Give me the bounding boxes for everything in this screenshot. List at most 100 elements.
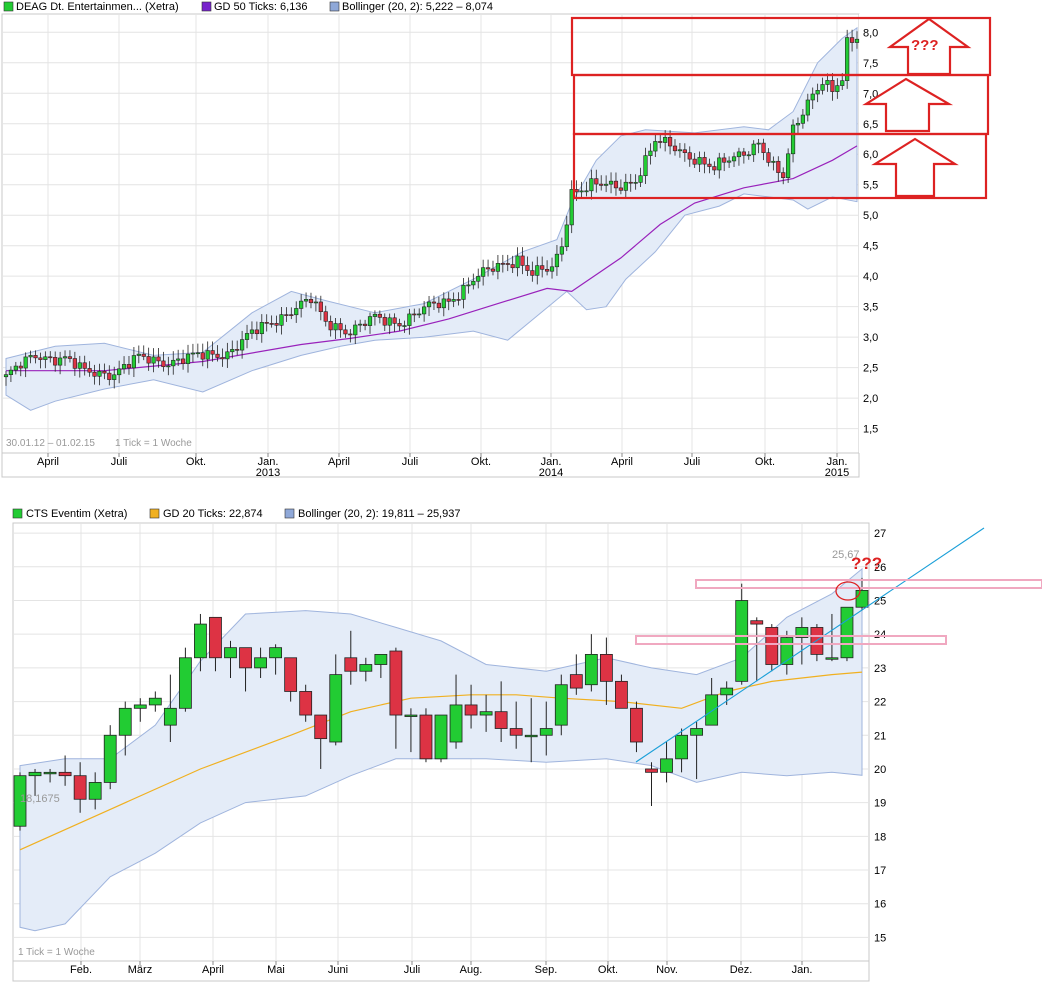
x-tick-year: 2013 [256,467,280,479]
candle [412,308,417,323]
candle [107,365,112,386]
candle [13,361,18,375]
annotation-overlay [635,527,1042,763]
candle [58,755,72,786]
resistance-zone-lower [635,635,947,645]
candle [544,260,550,276]
y-tick-label: 2,0 [863,393,878,405]
candle [126,356,132,375]
candle [43,768,57,783]
candle [731,152,737,168]
candle [584,634,598,692]
candle [43,351,48,369]
legend-swatch-bollinger [284,508,295,519]
x-tick-label: April [37,456,59,468]
legend-label-bollinger: Bollinger (20, 2): 5,222 – 8,074 [342,1,493,13]
candle [648,143,653,165]
candle [727,156,732,168]
candle [810,87,815,110]
candle [151,348,156,373]
x-tick-label: Juli [684,456,701,468]
candles [3,29,860,389]
candle [735,583,749,685]
candles [13,577,869,831]
candle [712,161,717,175]
candle [549,257,555,279]
candle [28,350,33,364]
candle [387,313,392,335]
y-tick-label: 20 [874,764,886,776]
candle [112,366,117,389]
candle [194,613,207,672]
candle [419,708,433,763]
candle [48,351,53,363]
annotation-box-bottom [572,132,988,200]
candle [239,647,252,692]
candle [343,324,348,338]
candle [687,146,692,167]
candle [845,29,850,89]
candle [190,343,196,363]
candle [682,143,687,162]
candle [500,254,505,273]
candle [707,158,712,174]
y-tick-label: 4,5 [863,241,878,253]
candle [815,83,820,103]
candle [795,617,809,665]
tick-note: 1 Tick = 1 Woche [115,438,192,449]
period-note: 30.01.12 – 01.02.15 [6,438,95,449]
candle [835,78,840,99]
candle [505,254,510,272]
y-axis-ticks: 1,5 2,0 2,5 3,0 3,5 4,0 4,5 5,0 5,5 6,0 6,5 7,0 7,5 8… [863,27,878,435]
y-tick-label: 21 [874,730,886,742]
candle [338,318,343,338]
candle [344,630,358,685]
candle [615,674,628,709]
grid [2,14,859,453]
candle [776,156,781,182]
candle [569,654,583,695]
candle [579,181,584,199]
candle [220,348,225,367]
candle [161,351,166,372]
candle [359,657,373,682]
candle [33,350,38,364]
candle [490,260,496,276]
candle [417,308,422,319]
legend-label-ma: GD 50 Ticks: 6,136 [214,1,308,13]
candle [195,343,200,358]
candle [790,119,796,163]
candle [756,139,761,154]
candle [200,343,205,367]
x-tick-label: Okt. [598,964,618,976]
y-tick-label: 7,5 [863,58,878,70]
candle [329,654,343,746]
candle [630,701,643,753]
candle [328,315,333,337]
candle [178,647,192,712]
legend-swatch-bollinger [329,1,340,12]
candle [87,361,92,377]
legend: CTS Eventim (Xetra) GD 20 Ticks: 22,874 … [12,508,460,520]
candle [244,324,250,349]
candle [358,319,363,333]
candle [604,175,609,193]
legend-swatch-ma [201,1,212,12]
candle [131,347,136,378]
candle [185,344,191,373]
candle [348,329,353,343]
plot-area [1,13,860,454]
y-tick-label: 17 [874,865,886,877]
candle [269,315,274,328]
candle [389,647,403,749]
legend: DEAG Dt. Entertainmen... (Xetra) GD 50 T… [3,1,493,13]
candle [284,307,289,322]
candle [13,772,27,831]
candle [825,613,839,662]
x-tick-label: Okt. [471,456,491,468]
candle [451,292,456,308]
candle [235,340,240,356]
candle [524,698,538,763]
candle [240,330,245,359]
